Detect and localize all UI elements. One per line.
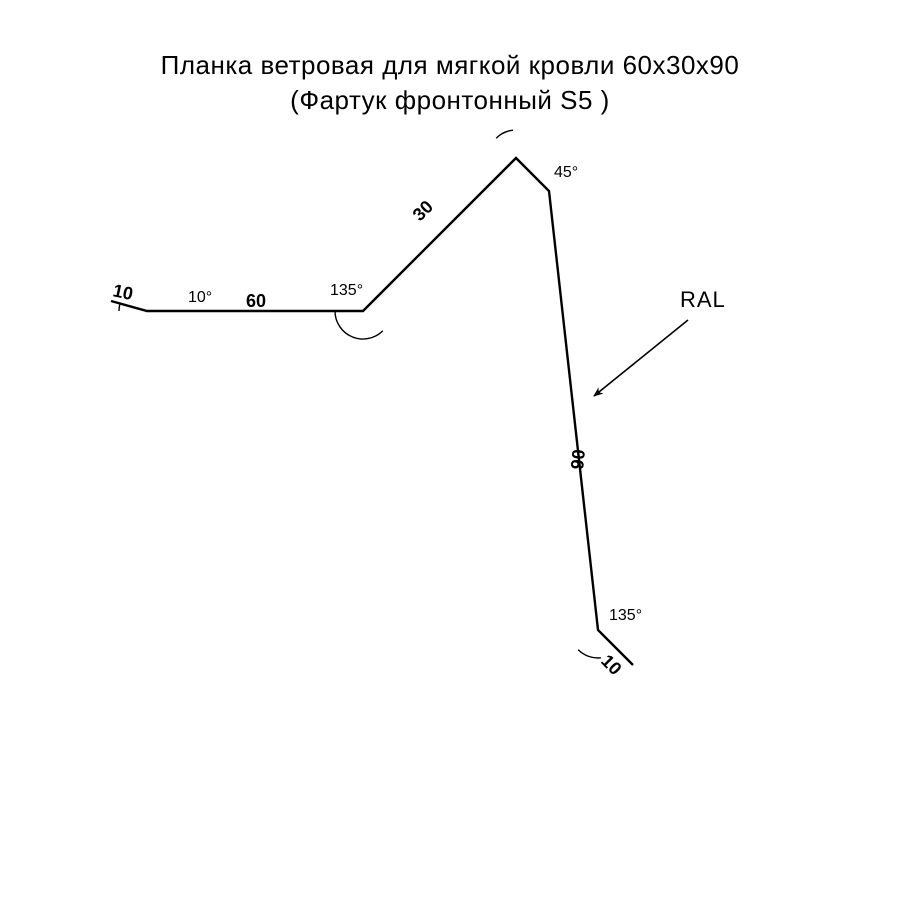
seg-90-label: 90 [567,448,589,470]
ang-135a-label: 135° [330,282,363,299]
seg-30-label: 30 [409,197,437,225]
ang-135b-arc [578,650,601,658]
ang-10-arc [119,305,120,311]
ral-arrow [594,320,688,396]
ang-10-label: 10° [188,289,212,306]
ang-135b-label: 135° [609,607,642,624]
seg-60-label: 60 [246,291,266,311]
profile-outline [111,158,633,665]
ang-45-label: 45° [554,164,578,181]
profile-diagram: 10° 135° 45° 135° 10 60 30 90 10 RAL [0,0,900,900]
seg-10b-label: 10 [597,651,625,679]
ang-135a-arc [335,311,383,339]
seg-10a-label: 10 [111,280,135,304]
ang-45-arc [496,130,513,138]
ral-label: RAL [680,287,726,312]
